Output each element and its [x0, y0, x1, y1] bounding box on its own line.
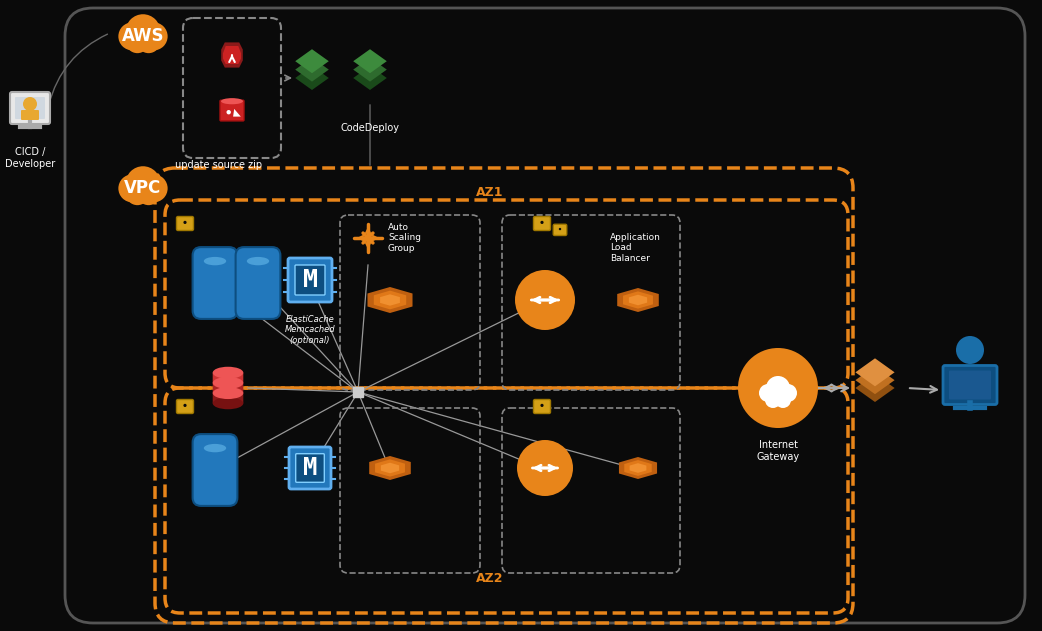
Polygon shape — [368, 287, 413, 313]
Circle shape — [738, 348, 818, 428]
Circle shape — [183, 404, 187, 407]
Polygon shape — [353, 49, 387, 73]
FancyBboxPatch shape — [949, 370, 991, 399]
Circle shape — [759, 384, 777, 402]
Ellipse shape — [213, 398, 243, 410]
FancyBboxPatch shape — [534, 216, 550, 230]
FancyBboxPatch shape — [296, 454, 324, 482]
Circle shape — [956, 336, 984, 364]
Polygon shape — [855, 366, 895, 394]
Polygon shape — [629, 295, 647, 305]
Polygon shape — [381, 463, 399, 473]
Polygon shape — [233, 109, 241, 117]
Ellipse shape — [213, 387, 243, 399]
FancyBboxPatch shape — [213, 383, 243, 393]
Ellipse shape — [204, 444, 226, 452]
Polygon shape — [855, 358, 895, 386]
Polygon shape — [295, 49, 329, 73]
FancyBboxPatch shape — [288, 258, 332, 302]
FancyBboxPatch shape — [220, 100, 244, 121]
Polygon shape — [374, 291, 406, 309]
Circle shape — [137, 182, 160, 205]
FancyBboxPatch shape — [943, 365, 997, 404]
FancyBboxPatch shape — [289, 447, 331, 489]
FancyBboxPatch shape — [65, 8, 1025, 623]
FancyBboxPatch shape — [534, 399, 550, 413]
Ellipse shape — [213, 367, 243, 379]
Circle shape — [559, 228, 562, 230]
Polygon shape — [629, 463, 646, 473]
Polygon shape — [369, 456, 411, 480]
Circle shape — [119, 22, 146, 50]
Circle shape — [541, 221, 544, 224]
Polygon shape — [221, 42, 243, 68]
Circle shape — [779, 384, 797, 402]
Circle shape — [766, 376, 790, 400]
Circle shape — [126, 15, 160, 49]
Text: AZ2: AZ2 — [476, 572, 503, 584]
FancyBboxPatch shape — [213, 373, 243, 383]
FancyBboxPatch shape — [176, 399, 194, 413]
FancyBboxPatch shape — [21, 110, 39, 120]
Polygon shape — [617, 288, 659, 312]
Circle shape — [23, 97, 38, 111]
FancyBboxPatch shape — [15, 97, 45, 119]
Circle shape — [119, 174, 146, 203]
FancyBboxPatch shape — [193, 434, 238, 506]
Text: CICD /
Developer: CICD / Developer — [5, 147, 55, 168]
Ellipse shape — [247, 257, 269, 265]
Circle shape — [541, 404, 544, 407]
Polygon shape — [295, 57, 329, 81]
Polygon shape — [380, 294, 400, 306]
Text: M: M — [302, 268, 318, 292]
FancyBboxPatch shape — [553, 224, 567, 235]
Circle shape — [765, 392, 782, 408]
Text: VPC: VPC — [124, 179, 162, 197]
Polygon shape — [295, 66, 329, 90]
Text: AZ1: AZ1 — [476, 186, 503, 199]
Circle shape — [140, 174, 168, 203]
FancyBboxPatch shape — [235, 247, 280, 319]
Text: M: M — [303, 456, 317, 480]
Text: AWS: AWS — [122, 27, 165, 45]
Polygon shape — [223, 46, 241, 64]
Polygon shape — [375, 459, 405, 476]
Circle shape — [140, 22, 168, 50]
Ellipse shape — [221, 98, 243, 104]
Polygon shape — [353, 57, 387, 81]
Polygon shape — [353, 66, 387, 90]
Circle shape — [517, 440, 573, 496]
Text: Internet
Gateway: Internet Gateway — [756, 440, 799, 462]
Polygon shape — [619, 457, 658, 479]
Polygon shape — [624, 460, 651, 476]
Text: Application
Load
Balancer: Application Load Balancer — [610, 233, 661, 263]
Circle shape — [515, 270, 575, 330]
Polygon shape — [855, 374, 895, 402]
Circle shape — [183, 221, 187, 224]
Circle shape — [775, 392, 791, 408]
Text: update source zip: update source zip — [175, 160, 263, 170]
FancyBboxPatch shape — [176, 216, 194, 230]
Circle shape — [137, 30, 160, 53]
FancyBboxPatch shape — [193, 247, 238, 319]
FancyBboxPatch shape — [213, 393, 243, 403]
Circle shape — [226, 110, 231, 114]
Ellipse shape — [213, 377, 243, 389]
Circle shape — [126, 182, 149, 205]
FancyBboxPatch shape — [10, 92, 50, 124]
Text: CodeDeploy: CodeDeploy — [341, 123, 399, 133]
Circle shape — [126, 30, 149, 53]
Ellipse shape — [204, 257, 226, 265]
Text: Auto
Scaling
Group: Auto Scaling Group — [388, 223, 421, 253]
Polygon shape — [623, 292, 653, 309]
Text: ElastiCache
Memcached
(optional): ElastiCache Memcached (optional) — [284, 315, 336, 345]
Circle shape — [126, 166, 160, 201]
FancyBboxPatch shape — [295, 265, 325, 295]
